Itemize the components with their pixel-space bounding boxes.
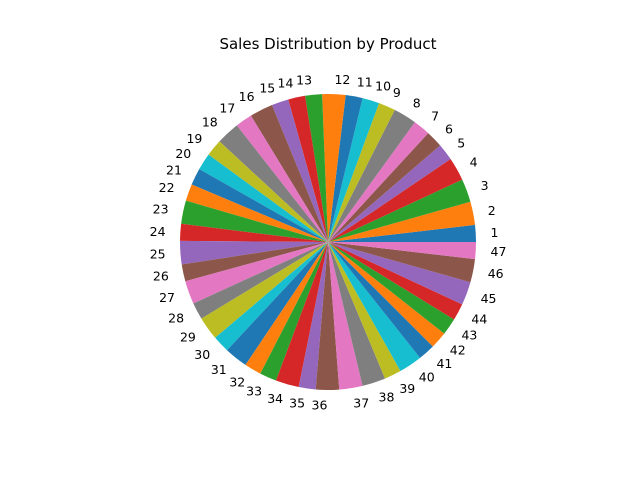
pie-slice-label-42: 42 (450, 343, 466, 358)
pie-slice-45 (328, 242, 471, 305)
pie-slice-label-43: 43 (461, 328, 477, 343)
pie-slice-33 (260, 242, 328, 381)
pie-slice-label-34: 34 (267, 391, 283, 406)
pie-slice-24 (180, 223, 328, 242)
pie-slice-12 (322, 94, 346, 242)
pie-slice-label-45: 45 (481, 291, 497, 306)
pie-slice-39 (328, 242, 401, 379)
pie-slice-29 (201, 242, 328, 338)
pie-slice-label-2: 2 (488, 203, 496, 218)
pie-slice-label-3: 3 (481, 178, 489, 193)
pie-slice-41 (328, 242, 433, 358)
pie-slice-40 (328, 242, 421, 372)
pie-slice-10 (328, 98, 380, 242)
pie-slice-label-37: 37 (353, 395, 369, 410)
pie-slice-label-21: 21 (166, 163, 182, 178)
pie-slice-2 (328, 201, 475, 242)
pie-slices (179, 94, 476, 391)
pie-slice-37 (328, 242, 363, 390)
pie-slice-19 (208, 141, 328, 242)
pie-slice-6 (328, 133, 441, 242)
pie-slice-label-1: 1 (491, 225, 499, 240)
pie-slice-3 (328, 179, 471, 242)
pie-slice-label-31: 31 (211, 362, 227, 377)
pie-slice-15 (271, 99, 328, 242)
pie-slice-1 (328, 224, 476, 242)
pie-slice-32 (245, 242, 328, 374)
pie-slice-36 (315, 242, 340, 391)
pie-slice-label-4: 4 (470, 154, 478, 169)
pie-slice-label-27: 27 (159, 290, 175, 305)
pie-slice-label-44: 44 (471, 312, 487, 327)
pie-slice-16 (250, 105, 328, 242)
pie-slice-21 (191, 169, 328, 242)
pie-slice-8 (328, 109, 415, 242)
pie-slice-label-46: 46 (488, 266, 504, 281)
pie-slice-label-19: 19 (186, 131, 202, 146)
pie-slice-25 (179, 240, 328, 265)
pie-slice-label-47: 47 (491, 244, 507, 259)
pie-slice-label-10: 10 (375, 79, 391, 94)
pie-slice-label-24: 24 (150, 224, 166, 239)
pie-slice-label-40: 40 (419, 370, 435, 385)
pie-slice-labels: 1234567891011121314151617181920212223242… (150, 72, 507, 412)
pie-slice-label-17: 17 (219, 101, 235, 116)
pie-slice-46 (328, 242, 475, 283)
pie-slice-9 (328, 103, 395, 242)
pie-slice-5 (328, 145, 451, 242)
pie-slice-27 (185, 242, 328, 304)
pie-slice-label-39: 39 (399, 381, 415, 396)
pie-slice-35 (298, 242, 328, 390)
pie-slice-label-14: 14 (278, 75, 294, 90)
pie-slice-label-28: 28 (168, 311, 184, 326)
pie-slice-label-38: 38 (379, 389, 395, 404)
pie-slice-label-35: 35 (289, 396, 305, 411)
pie-slice-label-36: 36 (312, 397, 328, 412)
pie-slice-22 (185, 184, 328, 242)
pie-slice-38 (328, 242, 386, 386)
pie-slice-23 (181, 200, 328, 242)
pie-slice-11 (328, 95, 363, 242)
pie-slice-label-32: 32 (229, 375, 245, 390)
pie-slice-label-20: 20 (175, 146, 191, 161)
pie-slice-label-23: 23 (153, 202, 169, 217)
pie-slice-label-13: 13 (296, 72, 312, 87)
pie-slice-26 (181, 242, 328, 282)
pie-slice-label-22: 22 (159, 180, 175, 195)
pie-slice-31 (227, 242, 328, 365)
chart-title: Sales Distribution by Product (219, 35, 436, 53)
pie-slice-label-5: 5 (457, 136, 465, 151)
pie-slice-label-12: 12 (334, 72, 350, 87)
pie-slice-14 (288, 95, 328, 242)
pie-slice-28 (193, 242, 328, 319)
pie-slice-label-18: 18 (202, 115, 218, 130)
pie-slice-label-33: 33 (246, 383, 262, 398)
pie-slice-17 (236, 115, 328, 242)
pie-slice-label-26: 26 (153, 269, 169, 284)
pie-slice-4 (328, 159, 463, 242)
pie-slice-30 (215, 242, 328, 351)
pie-slice-label-7: 7 (431, 108, 439, 123)
pie-slice-label-16: 16 (239, 89, 255, 104)
pie-slice-20 (199, 154, 328, 242)
pie-slice-label-8: 8 (413, 96, 421, 111)
pie-slice-13 (305, 94, 328, 243)
pie-slice-44 (328, 242, 463, 320)
pie-slice-label-29: 29 (180, 330, 196, 345)
pie-slice-label-30: 30 (194, 347, 210, 362)
pie-slice-label-41: 41 (436, 356, 452, 371)
pie-slice-42 (328, 242, 445, 347)
pie-slice-7 (328, 122, 429, 242)
pie-slice-43 (328, 242, 455, 334)
pie-slice-label-25: 25 (150, 246, 166, 261)
pie-slice-18 (219, 125, 328, 242)
pie-slice-47 (328, 242, 476, 260)
pie-slice-label-6: 6 (445, 121, 453, 136)
pie-slice-label-9: 9 (393, 85, 401, 100)
pie-slice-label-15: 15 (259, 80, 275, 95)
pie-slice-label-11: 11 (357, 74, 373, 89)
pie-slice-34 (275, 242, 328, 388)
